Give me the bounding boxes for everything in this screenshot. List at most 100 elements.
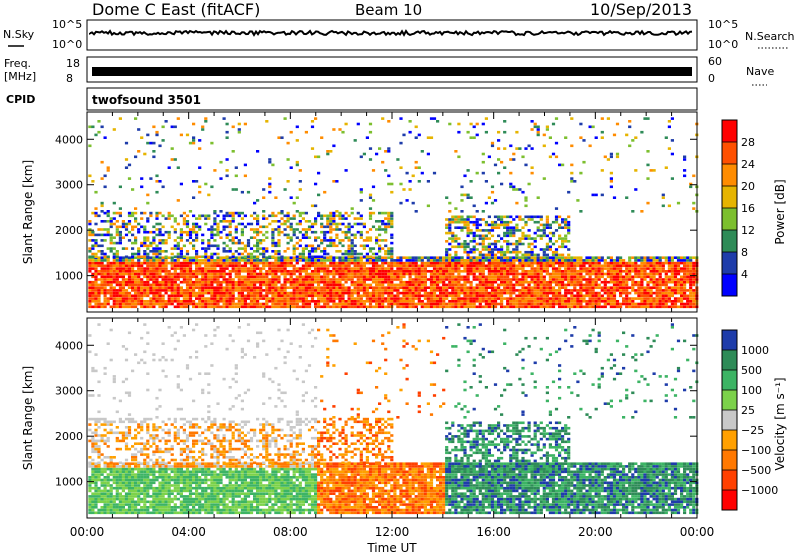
- range-gate-cell: [320, 261, 324, 265]
- range-gate-cell: [109, 305, 113, 309]
- range-gate-cell: [161, 289, 165, 292]
- range-gate-cell: [335, 302, 339, 306]
- range-gate-cell: [509, 289, 513, 292]
- range-gate-cell: [478, 283, 482, 287]
- range-gate-cell: [579, 270, 583, 273]
- range-gate-cell: [249, 275, 254, 279]
- range-gate-cell: [152, 291, 156, 295]
- range-gate-cell: [246, 280, 251, 284]
- range-gate-cell: [271, 250, 275, 253]
- range-gate-cell: [262, 283, 266, 287]
- range-gate-cell: [97, 214, 101, 218]
- range-gate-cell: [94, 291, 98, 295]
- range-gate-cell: [167, 217, 171, 220]
- range-gate-cell: [188, 236, 193, 239]
- range-gate-cell: [222, 300, 226, 303]
- range-gate-cell: [429, 264, 434, 268]
- range-gate-cell: [646, 177, 650, 180]
- range-gate-cell: [155, 252, 159, 256]
- range-gate-cell: [573, 272, 577, 276]
- range-gate-cell: [265, 280, 269, 284]
- range-gate-cell: [106, 300, 110, 303]
- range-gate-cell: [490, 270, 495, 273]
- range-gate-cell: [667, 120, 671, 123]
- range-gate-cell: [329, 214, 333, 218]
- range-gate-cell: [463, 245, 467, 249]
- range-gate-cell: [124, 233, 129, 237]
- range-gate-cell: [460, 220, 464, 224]
- range-gate-cell: [240, 256, 244, 259]
- range-gate-cell: [298, 272, 302, 276]
- range-gate-cell: [512, 300, 516, 303]
- range-gate-cell: [457, 218, 461, 221]
- range-gate-cell: [353, 283, 357, 287]
- range-gate-cell: [350, 291, 354, 295]
- range-gate-cell: [579, 136, 583, 139]
- range-gate-cell: [561, 286, 565, 289]
- range-gate-cell: [158, 291, 162, 295]
- range-gate-cell: [667, 291, 671, 295]
- range-gate-cell: [152, 256, 156, 259]
- range-gate-cell: [100, 259, 104, 262]
- range-gate-cell: [460, 297, 464, 300]
- range-gate-cell: [103, 305, 107, 309]
- range-gate-cell: [445, 196, 449, 199]
- range-gate-cell: [243, 247, 247, 250]
- range-gate-cell: [100, 233, 104, 237]
- range-gate-cell: [140, 305, 144, 309]
- range-gate-cell: [237, 280, 241, 284]
- range-gate-cell: [561, 272, 565, 276]
- range-gate-cell: [594, 275, 598, 279]
- range-gate-cell: [94, 294, 98, 298]
- range-gate-cell: [314, 220, 318, 223]
- range-gate-cell: [521, 256, 525, 259]
- range-gate-cell: [249, 278, 254, 281]
- range-gate-cell: [109, 297, 113, 300]
- range-gate-cell: [524, 199, 528, 202]
- range-gate-cell: [91, 230, 95, 234]
- range-gate-cell: [490, 234, 495, 238]
- range-gate-cell: [347, 289, 351, 292]
- range-gate-cell: [515, 280, 519, 284]
- range-gate-cell: [667, 294, 671, 298]
- range-gate-cell: [301, 278, 305, 281]
- range-gate-cell: [298, 278, 302, 281]
- range-gate-cell: [411, 297, 415, 300]
- range-gate-cell: [542, 286, 546, 289]
- range-gate-cell: [615, 259, 620, 262]
- range-gate-cell: [185, 305, 190, 309]
- range-gate-cell: [503, 120, 507, 123]
- range-gate-cell: [573, 300, 577, 303]
- range-gate-cell: [176, 294, 180, 298]
- range-gate-cell: [527, 264, 531, 268]
- range-gate-cell: [109, 220, 113, 223]
- range-gate-cell: [353, 305, 357, 309]
- range-gate-cell: [134, 297, 138, 300]
- range-gate-cell: [314, 305, 318, 309]
- range-gate-cell: [185, 256, 190, 259]
- range-gate-cell: [286, 264, 290, 268]
- range-gate-cell: [384, 289, 388, 292]
- range-gate-cell: [100, 204, 104, 208]
- range-gate-cell: [173, 239, 177, 242]
- range-gate-cell: [198, 291, 202, 295]
- range-gate-cell: [304, 300, 308, 303]
- range-gate-cell: [137, 222, 141, 226]
- range-gate-cell: [527, 256, 531, 259]
- range-gate-cell: [295, 241, 299, 245]
- range-gate-cell: [481, 242, 485, 246]
- range-gate-cell: [594, 297, 598, 300]
- range-gate-cell: [219, 283, 223, 287]
- range-gate-cell: [570, 259, 574, 262]
- range-gate-cell: [469, 272, 473, 276]
- range-gate-cell: [655, 278, 659, 281]
- range-gate-cell: [237, 130, 241, 134]
- range-gate-cell: [240, 302, 244, 306]
- range-gate-cell: [536, 253, 540, 257]
- range-gate-cell: [484, 248, 488, 251]
- range-gate-cell: [155, 180, 159, 183]
- range-gate-cell: [353, 256, 357, 259]
- range-gate-cell: [152, 241, 156, 245]
- range-gate-cell: [396, 286, 400, 289]
- range-gate-cell: [384, 169, 388, 172]
